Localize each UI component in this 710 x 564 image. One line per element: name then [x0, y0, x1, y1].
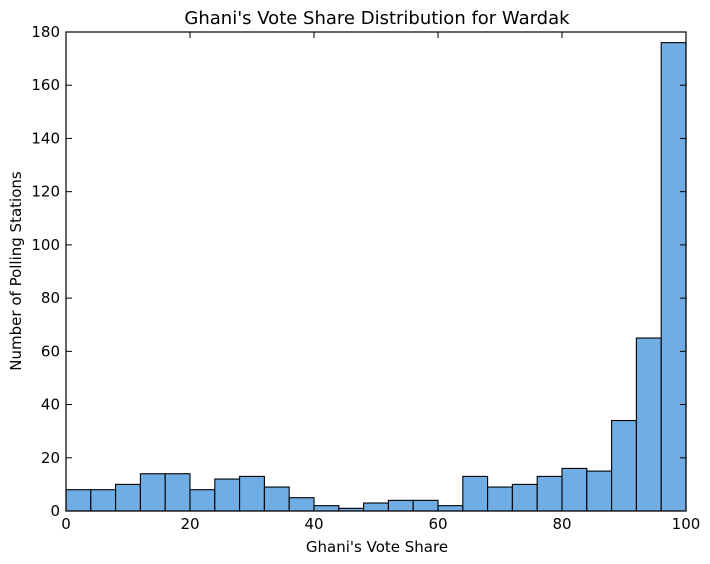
y-tick-label: 80: [41, 289, 60, 307]
x-tick-label: 40: [304, 515, 323, 533]
y-tick-label: 140: [31, 129, 60, 147]
y-tick-label: 20: [41, 449, 60, 467]
x-tick-label: 100: [672, 515, 701, 533]
y-tick-label: 40: [41, 396, 60, 414]
histogram-bar: [263, 486, 290, 512]
x-axis-label: Ghani's Vote Share: [306, 538, 448, 556]
histogram-bar: [313, 505, 340, 512]
x-tick-label: 80: [552, 515, 571, 533]
y-tick-label: 100: [31, 236, 60, 254]
histogram-bar: [487, 486, 513, 512]
histogram-bar: [437, 505, 464, 512]
histogram-bar: [214, 478, 241, 512]
x-tick-label: 60: [428, 515, 447, 533]
y-axis-label: Number of Polling Stations: [7, 171, 25, 371]
plot-frame: [65, 31, 687, 512]
histogram-bar: [635, 337, 662, 512]
histogram-bar: [65, 489, 92, 512]
y-tick-label: 0: [50, 502, 60, 520]
x-tick-label: 20: [180, 515, 199, 533]
histogram-bar: [561, 467, 588, 512]
histogram-bar: [363, 502, 389, 512]
x-tick-label: 0: [61, 515, 71, 533]
histogram-bar: [90, 489, 117, 512]
histogram-bar: [288, 497, 315, 512]
histogram-bar: [387, 499, 414, 512]
bars-group: [65, 42, 687, 512]
histogram-bar: [536, 475, 563, 512]
histogram-bar: [660, 42, 687, 512]
histogram-bar: [611, 419, 637, 512]
histogram-bar: [139, 473, 166, 512]
histogram-bar: [412, 499, 439, 512]
histogram-bar: [511, 483, 538, 512]
histogram-bar: [239, 475, 265, 512]
histogram-bar: [115, 483, 141, 512]
ticks-group: 0 20 40 60 80 100 0 20 40 60 80 100 120 140 160 180: [31, 23, 700, 533]
y-tick-label: 160: [31, 76, 60, 94]
y-tick-label: 60: [41, 342, 60, 360]
histogram-bar: [189, 489, 216, 512]
y-tick-label: 120: [31, 183, 60, 201]
chart-title: Ghani's Vote Share Distribution for Ward…: [184, 8, 570, 29]
histogram-bar: [462, 475, 489, 512]
histogram-bar: [586, 470, 613, 512]
histogram-bar: [164, 473, 191, 512]
y-tick-label: 180: [31, 23, 60, 41]
